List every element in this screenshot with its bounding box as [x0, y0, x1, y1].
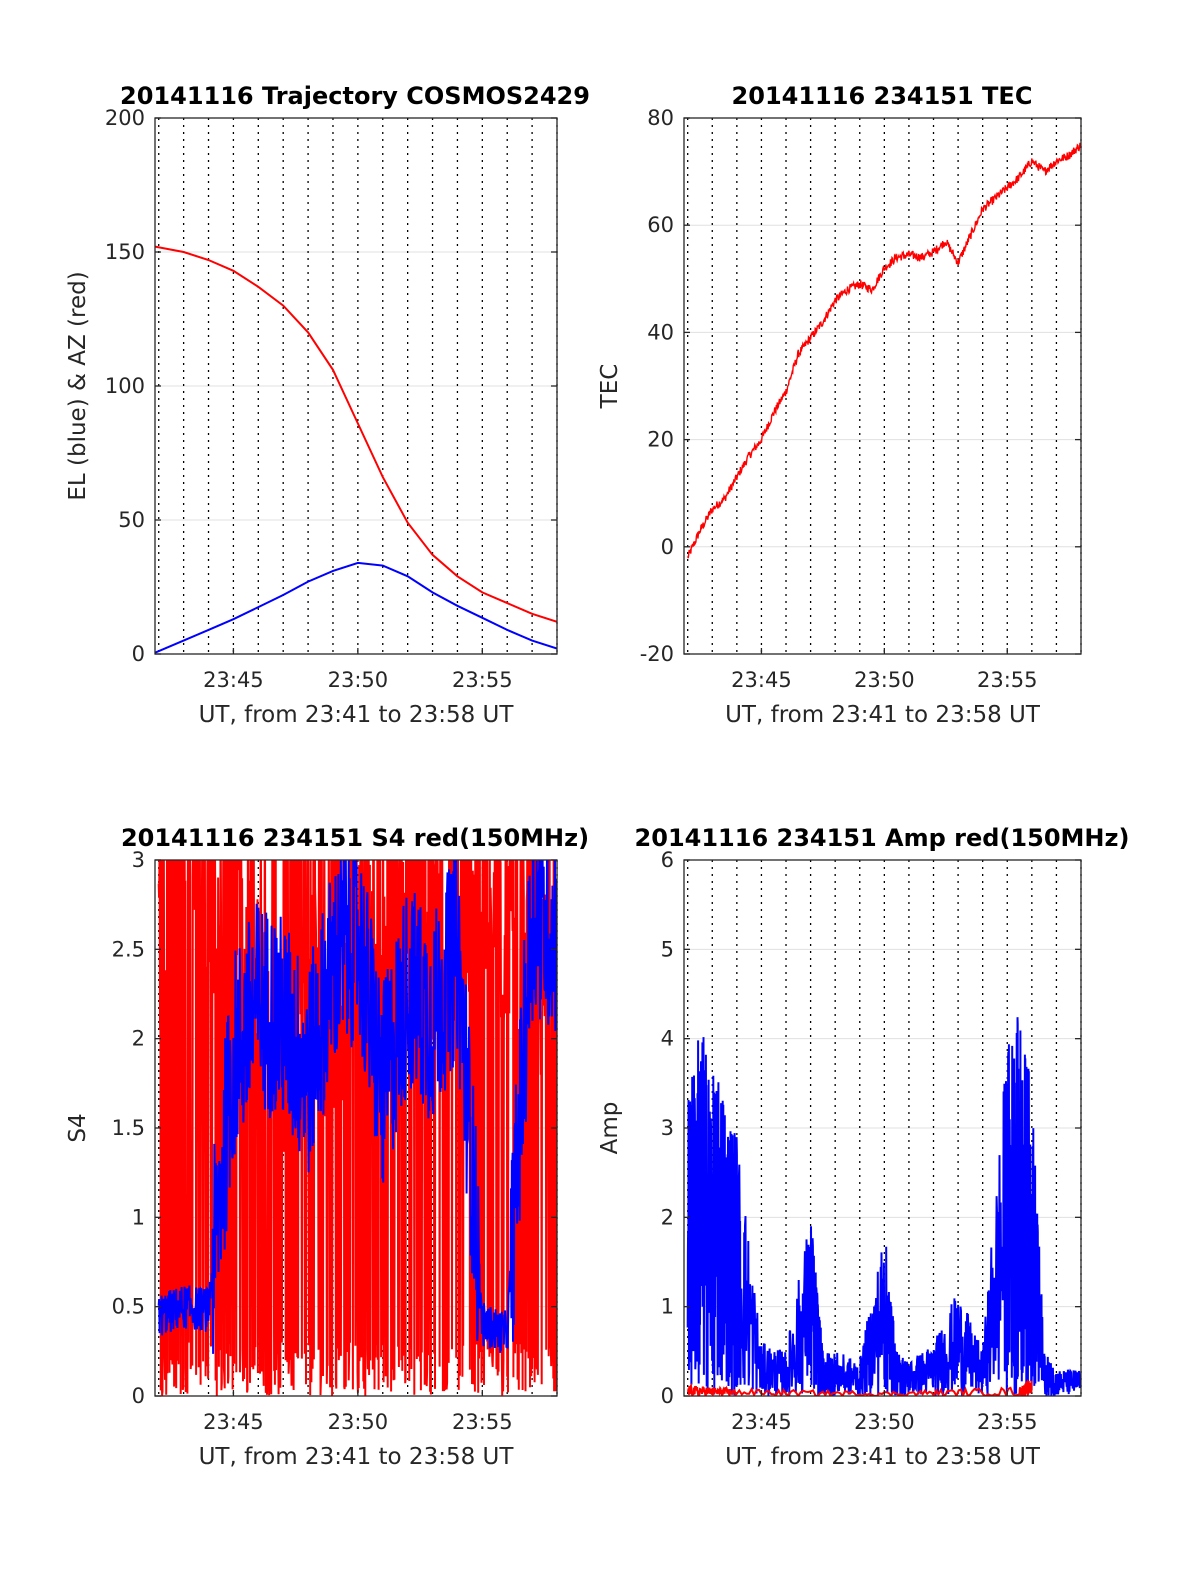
chart-title: 20141116 234151 S4 red(150MHz) [121, 824, 589, 852]
x-tick-label: 23:55 [977, 668, 1038, 692]
x-axis-label: UT, from 23:41 to 23:58 UT [725, 702, 1041, 728]
x-axis-label: UT, from 23:41 to 23:58 UT [725, 1444, 1041, 1470]
x-tick-label: 23:50 [854, 1410, 915, 1434]
series-line-1 [157, 860, 557, 1396]
series-line-1 [687, 142, 1081, 559]
series-line-2 [686, 1379, 1033, 1396]
x-tick-label: 23:55 [452, 1410, 513, 1434]
chart-title: 20141116 Trajectory COSMOS2429 [120, 82, 590, 110]
y-tick-label: 50 [118, 508, 145, 532]
y-tick-label: 80 [647, 106, 674, 130]
y-tick-label: 2.5 [112, 937, 145, 961]
y-tick-label: 0.5 [112, 1295, 145, 1319]
y-tick-label: 6 [661, 848, 674, 872]
y-tick-label: 0 [661, 535, 674, 559]
x-tick-label: 23:45 [203, 1410, 264, 1434]
y-tick-label: 1 [661, 1295, 674, 1319]
chart-1: 0 50 100 150 200 23:45 23:50 23:55 20141116 Traj… [65, 82, 590, 728]
x-axis-label: UT, from 23:41 to 23:58 UT [199, 1444, 515, 1470]
axes-box [683, 117, 1082, 655]
x-tick-label: 23:50 [328, 1410, 389, 1434]
y-tick-label: 3 [661, 1116, 674, 1140]
series-line-1 [686, 1017, 1081, 1396]
y-tick-label: 60 [647, 213, 674, 237]
x-tick-label: 23:45 [731, 1410, 792, 1434]
chart-4: 0 1 2 3 4 5 6 23:45 23:50 23:55 20141116 234151 Am… [597, 824, 1129, 1470]
series-line-2 [157, 860, 557, 1354]
chart-3: 0 0.5 1 1.5 2 2.5 3 23:45 23:50 23:55 20141116 234… [65, 824, 589, 1470]
chart-2: -20 0 20 40 60 80 23:45 23:50 23:55 20141116 2341… [597, 82, 1082, 728]
y-tick-label: 150 [105, 240, 145, 264]
x-tick-label: 23:50 [854, 668, 915, 692]
y-axis-label: S4 [65, 1113, 91, 1142]
y-tick-label: -20 [640, 642, 674, 666]
y-axis-label: EL (blue) & AZ (red) [65, 271, 91, 500]
x-tick-label: 23:55 [452, 668, 513, 692]
y-tick-label: 40 [647, 320, 674, 344]
y-axis-label: TEC [597, 364, 623, 410]
y-tick-label: 0 [132, 642, 145, 666]
y-tick-label: 2 [132, 1027, 145, 1051]
y-tick-label: 0 [661, 1384, 674, 1408]
y-tick-label: 0 [132, 1384, 145, 1408]
x-tick-label: 23:50 [328, 668, 389, 692]
y-tick-label: 100 [105, 374, 145, 398]
y-tick-label: 2 [661, 1205, 674, 1229]
series-line-1 [155, 245, 557, 623]
y-tick-label: 20 [647, 428, 674, 452]
x-axis-label: UT, from 23:41 to 23:58 UT [199, 702, 515, 728]
y-tick-label: 1.5 [112, 1116, 145, 1140]
y-tick-label: 200 [105, 106, 145, 130]
y-tick-label: 4 [661, 1027, 674, 1051]
x-tick-label: 23:55 [977, 1410, 1038, 1434]
y-tick-label: 1 [132, 1205, 145, 1229]
y-tick-label: 5 [661, 937, 674, 961]
x-tick-label: 23:45 [203, 668, 264, 692]
chart-title: 20141116 234151 Amp red(150MHz) [635, 824, 1130, 852]
y-axis-label: Amp [597, 1102, 623, 1155]
chart-title: 20141116 234151 TEC [732, 82, 1033, 110]
x-tick-label: 23:45 [731, 668, 792, 692]
y-tick-label: 3 [132, 848, 145, 872]
series-line-2 [155, 561, 557, 654]
